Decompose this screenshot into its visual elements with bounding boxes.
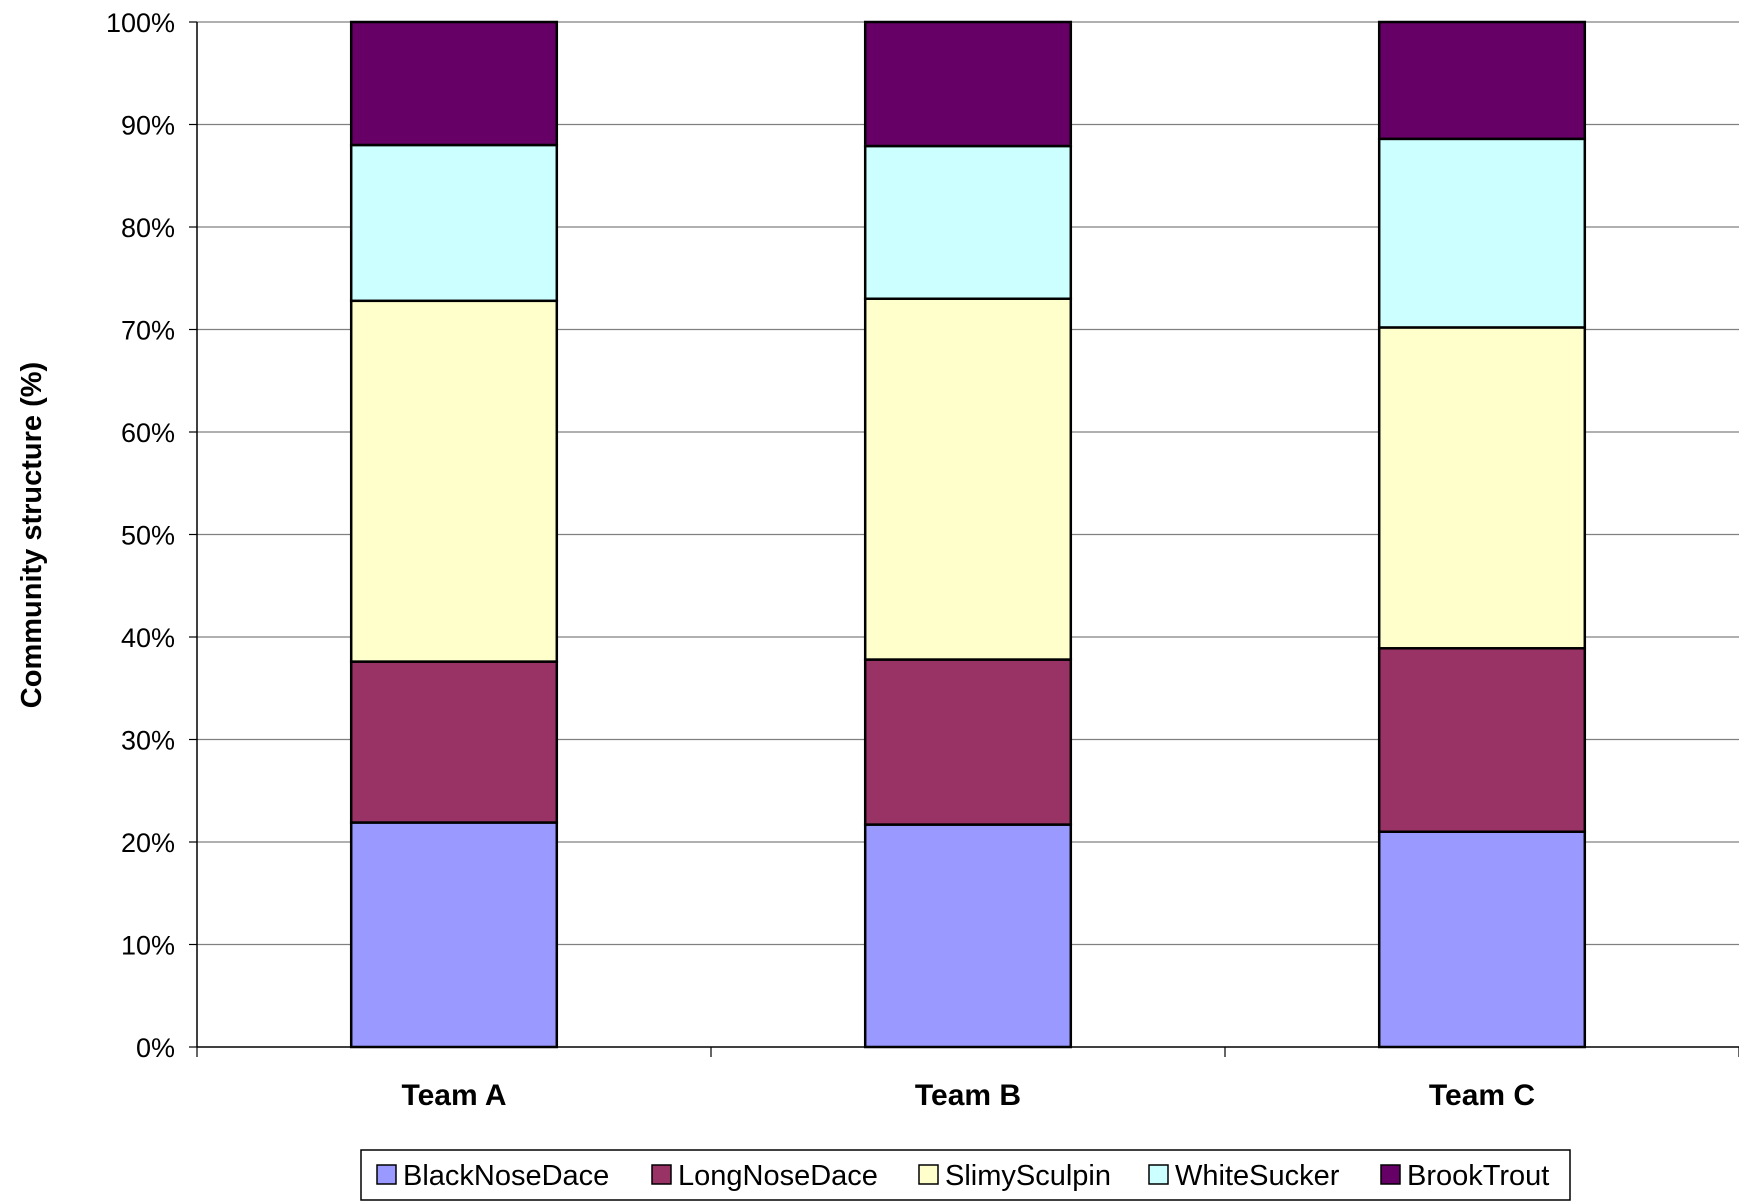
category-label: Team C <box>1429 1079 1535 1112</box>
y-tick-labels: 0% 10% 20% 30% 40% 50% 60% 70% 80% 90% 100% <box>106 8 175 1063</box>
y-axis-title: Community structure (%) <box>16 362 48 708</box>
legend-swatch <box>918 1164 939 1185</box>
bar-segment <box>863 20 1073 148</box>
legend-swatch <box>1148 1164 1169 1185</box>
legend-label: LongNoseDace <box>678 1160 878 1192</box>
legend: BlackNoseDace LongNoseDace SlimySculpin Whi… <box>360 1149 1571 1201</box>
legend-swatch <box>651 1164 672 1185</box>
bar-segment <box>1377 137 1587 329</box>
bar-segment <box>1377 647 1587 834</box>
legend-swatch <box>1380 1164 1401 1185</box>
legend-box <box>360 1149 1571 1201</box>
bar-segment <box>349 821 559 1049</box>
legend-label: SlimySculpin <box>945 1160 1111 1192</box>
bar-segment <box>863 144 1073 300</box>
bar-segment <box>349 143 559 303</box>
legend-label: BlackNoseDace <box>403 1160 609 1192</box>
bars <box>349 20 1587 1049</box>
y-tick-label: 30% <box>121 726 175 756</box>
y-tick-label: 60% <box>121 418 175 448</box>
bar-segment <box>349 20 559 147</box>
y-tick-label: 80% <box>121 213 175 243</box>
bar-segment <box>349 660 559 824</box>
y-tick-label: 50% <box>121 521 175 551</box>
bar-segment <box>863 297 1073 661</box>
y-tick-label: 0% <box>136 1033 175 1063</box>
legend-label: WhiteSucker <box>1175 1160 1340 1192</box>
bar-segment <box>349 299 559 663</box>
bar-segment <box>863 658 1073 826</box>
legend-swatch <box>376 1164 397 1185</box>
y-tick-label: 20% <box>121 828 175 858</box>
y-tick-label: 40% <box>121 623 175 653</box>
bar-segment <box>863 823 1073 1049</box>
bar-segment <box>1377 20 1587 141</box>
y-tick-label: 100% <box>106 8 175 38</box>
y-tick-label: 90% <box>121 111 175 141</box>
bar-segment <box>1377 326 1587 650</box>
y-tick-label: 10% <box>121 931 175 961</box>
category-label: Team A <box>401 1079 506 1112</box>
category-labels: Team A Team B Team C <box>401 1079 1535 1112</box>
axes <box>189 21 1739 1057</box>
category-label: Team B <box>915 1079 1021 1112</box>
bar-segment <box>1377 830 1587 1049</box>
y-tick-label: 70% <box>121 316 175 346</box>
legend-label: BrookTrout <box>1407 1160 1549 1192</box>
